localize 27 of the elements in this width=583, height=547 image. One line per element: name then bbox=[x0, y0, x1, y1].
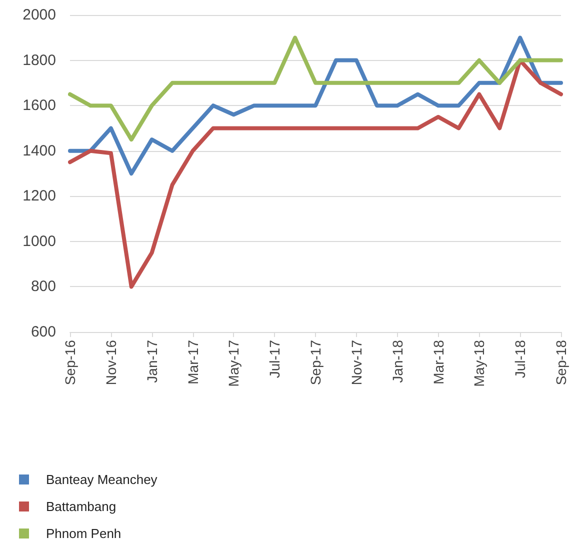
x-tick-label: Nov-17 bbox=[348, 340, 364, 386]
x-tick-label: Sep-18 bbox=[553, 340, 569, 386]
y-tick-label: 1600 bbox=[22, 97, 56, 114]
x-tick-label: Sep-16 bbox=[62, 340, 78, 386]
legend-label: Banteay Meanchey bbox=[46, 472, 158, 487]
x-tick-label: Nov-16 bbox=[102, 340, 119, 386]
x-tick-label: Jul-17 bbox=[266, 340, 283, 378]
line-series bbox=[68, 36, 563, 142]
legend-label: Battambang bbox=[46, 499, 116, 514]
x-tick-label: Sep-17 bbox=[308, 340, 324, 386]
x-tick-label: Jan-18 bbox=[389, 340, 406, 383]
y-tick-label: 600 bbox=[30, 324, 56, 340]
y-tick-label: 1800 bbox=[22, 52, 56, 69]
x-tick-label: Jul-18 bbox=[512, 340, 528, 378]
x-tick-label: May-17 bbox=[226, 340, 242, 387]
x-tick-label: Mar-18 bbox=[430, 340, 446, 384]
legend-label: Phnom Penh bbox=[46, 526, 122, 541]
y-tick-label: 1400 bbox=[22, 142, 56, 160]
y-tick-label: 800 bbox=[30, 278, 56, 296]
x-tick-label: Mar-17 bbox=[184, 340, 201, 384]
y-tick-label: 1000 bbox=[22, 232, 56, 250]
y-tick-label: 1200 bbox=[22, 188, 56, 205]
line-series bbox=[68, 58, 563, 289]
y-tick-label: 2000 bbox=[22, 6, 56, 24]
x-tick-label: Jan-17 bbox=[144, 340, 160, 383]
x-tick-label: May-18 bbox=[471, 340, 488, 387]
line-series bbox=[68, 36, 563, 176]
